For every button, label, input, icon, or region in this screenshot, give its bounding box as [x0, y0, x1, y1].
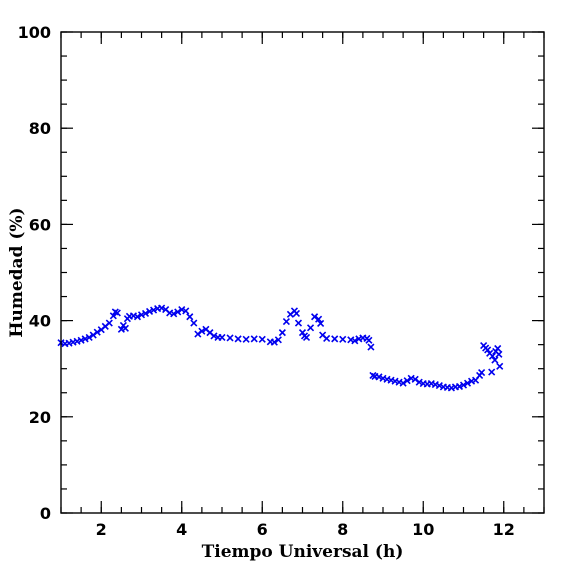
data-point	[488, 352, 497, 360]
y-tick-label: 40	[29, 312, 51, 331]
data-point	[258, 335, 266, 343]
data-point	[282, 317, 290, 326]
data-point	[182, 307, 190, 315]
data-point	[435, 381, 443, 390]
data-point	[294, 319, 303, 327]
data-point	[93, 328, 101, 336]
data-point	[218, 333, 226, 342]
data-point	[210, 332, 218, 340]
data-point	[495, 350, 503, 358]
data-point	[89, 331, 97, 339]
data-point	[174, 308, 182, 316]
data-point	[250, 335, 258, 343]
data-point	[315, 315, 323, 323]
y-tick-label: 80	[29, 119, 51, 138]
data-point	[459, 381, 468, 389]
data-point	[399, 379, 407, 387]
data-point	[226, 334, 234, 342]
data-point	[494, 344, 502, 353]
data-point	[105, 319, 113, 327]
data-point	[234, 335, 242, 343]
plot-frame	[60, 31, 545, 514]
x-tick-label: 6	[257, 520, 268, 539]
x-tick-label: 2	[96, 520, 107, 539]
minor-ticks	[60, 31, 545, 514]
data-point	[463, 379, 472, 387]
data-point	[113, 309, 121, 317]
data-point	[491, 356, 499, 364]
x-tick-label: 4	[176, 520, 187, 539]
data-point	[375, 373, 383, 381]
data-point	[478, 368, 486, 377]
data-point	[121, 324, 129, 332]
data-point	[302, 333, 311, 342]
data-point	[141, 309, 150, 317]
data-point	[292, 309, 301, 317]
y-tick-label: 100	[18, 23, 51, 42]
x-axis-title: Tiempo Universal (h)	[202, 542, 404, 562]
y-axis-title: Humedad (%)	[7, 207, 27, 337]
data-point	[415, 378, 423, 386]
x-tick-labels: 2 4 6 8 10 12	[96, 520, 515, 539]
data-point	[351, 337, 359, 345]
data-point	[198, 327, 206, 335]
data-point	[242, 335, 250, 343]
y-tick-labels: 0 20 40 60 80 100	[18, 23, 51, 523]
x-tick-label: 8	[337, 520, 348, 539]
x-tick-label: 10	[412, 520, 434, 539]
data-point	[190, 319, 198, 327]
x-tick-label: 12	[493, 520, 515, 539]
data-point	[77, 336, 85, 344]
data-point	[317, 319, 325, 328]
data-point	[365, 336, 373, 344]
data-points	[57, 304, 504, 392]
data-point	[137, 311, 146, 319]
data-point	[274, 336, 282, 344]
data-point	[496, 362, 504, 370]
data-point	[306, 324, 315, 332]
data-point	[331, 335, 339, 343]
y-tick-label: 20	[29, 408, 51, 427]
data-point	[367, 343, 375, 351]
y-tick-label: 0	[40, 504, 51, 523]
data-point	[178, 305, 186, 314]
data-point	[323, 334, 331, 342]
data-point	[186, 313, 194, 321]
data-point	[109, 312, 117, 320]
major-ticks	[61, 31, 544, 514]
data-point	[455, 382, 464, 391]
data-point	[278, 329, 286, 337]
data-point	[488, 368, 496, 376]
data-point	[150, 306, 158, 314]
data-point	[145, 307, 154, 316]
data-point	[411, 375, 419, 383]
data-point	[158, 304, 166, 312]
data-point	[311, 313, 319, 321]
data-point	[81, 335, 89, 343]
data-point	[133, 313, 142, 321]
data-point	[403, 377, 411, 385]
data-point	[194, 330, 202, 338]
data-point	[339, 335, 347, 343]
data-point	[270, 338, 278, 346]
data-point	[484, 346, 492, 354]
data-point	[170, 310, 178, 318]
data-point	[85, 333, 93, 342]
y-tick-label: 60	[29, 215, 51, 234]
